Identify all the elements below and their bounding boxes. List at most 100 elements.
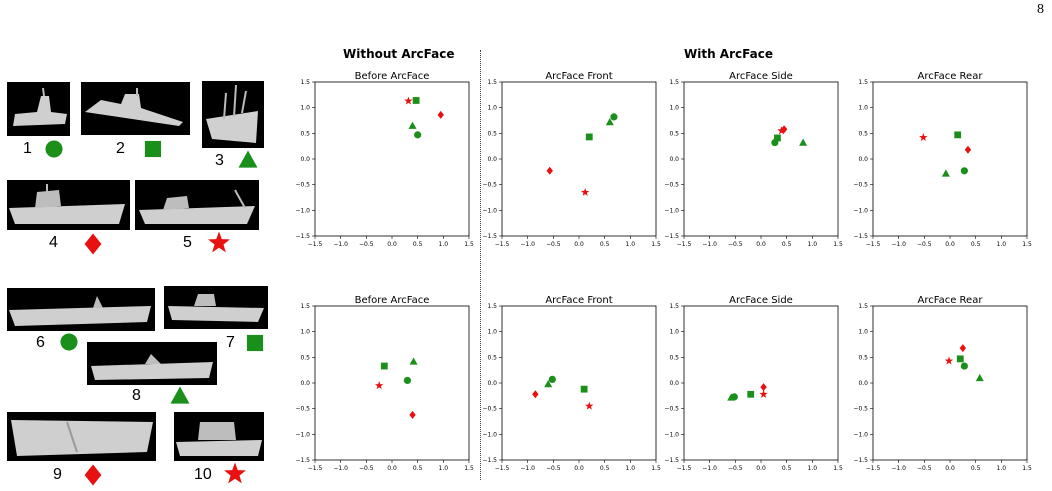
red-star-point: [944, 356, 954, 365]
boat-7-square-marker-shape: [246, 334, 264, 352]
green-triangle-point: [544, 380, 553, 388]
red-star-point: [585, 401, 594, 410]
x-tick-label: 0.0: [945, 241, 955, 248]
y-tick-label: −0.5: [853, 182, 868, 189]
x-tick-label: 0.0: [945, 465, 955, 472]
header-with-arcface: With ArcFace: [684, 47, 773, 61]
x-tick-label: 1.0: [997, 465, 1007, 472]
x-tick-label: 1.0: [808, 241, 818, 248]
y-tick-label: 0.5: [300, 354, 310, 361]
y-tick-label: 0.0: [300, 380, 310, 387]
chart-title: ArcFace Side: [729, 295, 793, 306]
boat-6-image: [7, 288, 155, 331]
y-tick-label: −1.5: [295, 233, 310, 240]
x-tick-label: −0.5: [728, 465, 743, 472]
green-square-point: [954, 131, 962, 139]
scatter-panel-5: Before ArcFace −1.5−1.5 −1.0 −1.0 −0.5 −0.5 0.…: [295, 295, 474, 472]
y-tick-label: 1.0: [487, 105, 497, 112]
green-square-point: [585, 133, 593, 141]
boat-9-image: [7, 412, 156, 461]
boat-10-star-marker-shape: [224, 463, 246, 484]
chart-title: ArcFace Rear: [918, 295, 984, 306]
x-tick-label: 0.5: [413, 465, 423, 472]
x-tick-label: −1.0: [702, 465, 717, 472]
boat-3-triangle-marker-shape: [238, 150, 258, 168]
red-diamond-point: [437, 110, 444, 119]
green-circle-point: [403, 376, 411, 385]
plot-frame: [683, 305, 839, 461]
red-star-point: [374, 381, 384, 390]
y-tick-label: 1.0: [300, 329, 310, 336]
chart-title: ArcFace Front: [545, 295, 612, 306]
y-tick-label: 1.5: [300, 79, 310, 86]
scatter-panel-7: ArcFace Side −1.5−1.5 −1.0 −1.0 −0.5 −0.5 0.0 0…: [664, 295, 843, 472]
x-tick-label: 0.5: [413, 241, 423, 248]
y-tick-label: −0.5: [664, 182, 679, 189]
boat-1-image: [7, 82, 70, 136]
y-tick-label: 0.0: [300, 156, 310, 163]
y-tick-label: 1.5: [858, 79, 868, 86]
x-tick-label: 0.5: [600, 465, 610, 472]
x-tick-label: −1.5: [495, 465, 510, 472]
boat-10-marker: [224, 463, 246, 484]
green-triangle-point: [975, 373, 984, 382]
x-tick-label: 0.0: [574, 241, 584, 248]
scatter-panel-8: ArcFace Rear −1.5−1.5 −1.0 −1.0 −0.5 −0.5 0.0 0…: [853, 295, 1032, 472]
boat-1-circle-marker-shape: [45, 140, 63, 158]
green-triangle-point: [605, 118, 614, 126]
boat-6-marker: [60, 333, 78, 351]
y-tick-label: 1.5: [858, 303, 868, 310]
boat-1-marker: [45, 140, 63, 158]
boat-9-label: 9: [53, 466, 62, 483]
y-tick-label: −1.0: [482, 207, 497, 214]
x-tick-label: −0.5: [917, 241, 932, 248]
x-tick-label: 0.0: [387, 241, 397, 248]
scatter-panel-6: ArcFace Front −1.5−1.5 −1.0 −1.0 −0.5 −0.5 0.0…: [482, 295, 661, 472]
boat-10-label: 10: [194, 466, 212, 483]
section-divider: [480, 50, 481, 480]
y-tick-label: 0.5: [487, 130, 497, 137]
boat-7-image: [164, 286, 268, 329]
x-tick-label: −1.0: [520, 465, 535, 472]
y-tick-label: 0.5: [300, 130, 310, 137]
plot-frame: [501, 305, 657, 461]
boat-8-triangle-marker-shape: [170, 386, 190, 404]
x-tick-label: −0.5: [728, 241, 743, 248]
y-tick-label: −0.5: [664, 406, 679, 413]
red-diamond-point: [959, 344, 967, 353]
y-tick-label: −1.5: [664, 233, 679, 240]
x-tick-label: 0.5: [782, 241, 792, 248]
chart-title: ArcFace Front: [545, 71, 612, 82]
boat-3-marker: [238, 150, 258, 168]
green-circle-point: [960, 362, 968, 370]
boat-4-marker: [84, 233, 102, 255]
x-tick-label: −1.5: [677, 465, 692, 472]
y-tick-label: 0.5: [669, 130, 679, 137]
y-tick-label: 1.0: [300, 105, 310, 112]
x-tick-label: 1.5: [651, 241, 661, 248]
green-circle-point: [414, 131, 422, 139]
x-tick-label: 1.0: [626, 465, 636, 472]
y-tick-label: 1.5: [487, 303, 497, 310]
x-tick-label: −0.5: [546, 465, 561, 472]
y-tick-label: −1.5: [853, 233, 868, 240]
boat-7-marker: [246, 334, 264, 352]
boat-8-marker: [170, 386, 190, 404]
red-diamond-point: [964, 145, 972, 154]
y-tick-label: −1.5: [295, 457, 310, 464]
green-square-point: [774, 134, 781, 142]
y-tick-label: 0.0: [487, 380, 497, 387]
plot-frame: [872, 81, 1028, 237]
x-tick-label: −1.0: [333, 241, 348, 248]
x-tick-label: 0.0: [387, 465, 397, 472]
x-tick-label: 1.0: [626, 241, 636, 248]
x-tick-label: −1.0: [520, 241, 535, 248]
x-tick-label: 1.0: [808, 465, 818, 472]
y-tick-label: 0.0: [669, 380, 679, 387]
green-triangle-point: [408, 121, 417, 129]
green-square-point: [580, 385, 588, 393]
header-without-arcface: Without ArcFace: [343, 47, 455, 61]
x-tick-label: 1.0: [439, 465, 449, 472]
boat-2-image: [81, 82, 190, 135]
boat-3-label: 3: [215, 152, 224, 169]
